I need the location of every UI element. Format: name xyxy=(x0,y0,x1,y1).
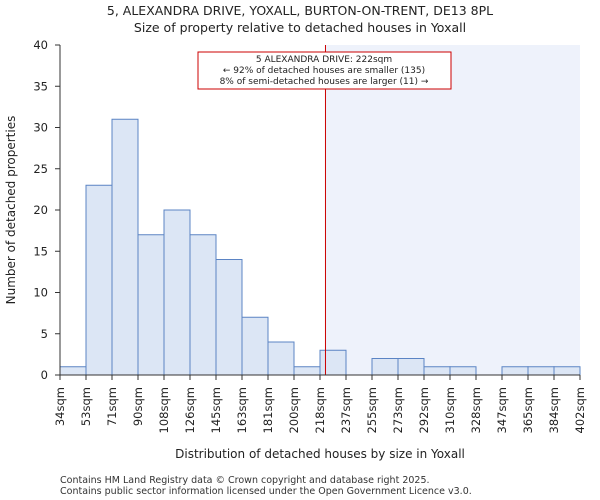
x-tick-label: 328sqm xyxy=(469,387,483,433)
y-tick-label: 20 xyxy=(33,203,48,217)
chart-subtitle: Size of property relative to detached ho… xyxy=(134,20,466,35)
bar xyxy=(163,209,191,376)
bar xyxy=(241,316,269,376)
bar xyxy=(111,118,139,376)
x-tick-label: 255sqm xyxy=(365,387,379,433)
bar xyxy=(319,349,347,376)
x-tick-label: 292sqm xyxy=(417,387,431,433)
x-tick-label: 145sqm xyxy=(209,387,223,433)
x-tick-label: 237sqm xyxy=(339,387,353,433)
x-tick-label: 273sqm xyxy=(391,387,405,433)
annotation-rect xyxy=(197,51,452,90)
x-tick-label: 163sqm xyxy=(235,387,249,433)
x-tick-label: 347sqm xyxy=(495,387,509,433)
y-tick-label: 15 xyxy=(33,244,48,258)
bar xyxy=(553,366,581,376)
plot-area: 0 5 10 15 20 25 30 35 40 34sqm 53sqm 71sqm 90sqm 108s… xyxy=(33,38,587,433)
y-tick-label: 10 xyxy=(33,286,48,300)
x-tick-label: 218sqm xyxy=(313,387,327,433)
x-tick-label: 384sqm xyxy=(547,387,561,433)
annotation-box: 5 ALEXANDRA DRIVE: 222sqm ← 92% of detac… xyxy=(197,51,452,90)
footer-line-2: Contains public sector information licen… xyxy=(60,486,472,497)
bar xyxy=(397,358,425,376)
footer-line-1: Contains HM Land Registry data © Crown c… xyxy=(60,475,430,486)
bar xyxy=(85,184,113,376)
x-tick-label: 53sqm xyxy=(79,387,93,426)
x-tick-label: 126sqm xyxy=(183,387,197,433)
x-tick-label: 108sqm xyxy=(157,387,171,433)
x-tick-label: 365sqm xyxy=(521,387,535,433)
y-tick-label: 5 xyxy=(41,327,48,341)
bar xyxy=(527,366,555,376)
annotation-line-3: 8% of semi-detached houses are larger (1… xyxy=(220,77,429,87)
x-tick-label: 90sqm xyxy=(131,387,145,426)
bar xyxy=(215,259,243,376)
bar xyxy=(59,366,87,376)
annotation-line-1: 5 ALEXANDRA DRIVE: 222sqm xyxy=(256,55,392,65)
bar xyxy=(189,234,217,376)
y-tick-label: 40 xyxy=(33,38,48,52)
x-axis-label: Distribution of detached houses by size … xyxy=(175,447,465,461)
y-tick-label: 35 xyxy=(33,79,48,93)
x-tick-label: 71sqm xyxy=(105,387,119,426)
chart-title: 5, ALEXANDRA DRIVE, YOXALL, BURTON-ON-TR… xyxy=(107,3,493,18)
bar xyxy=(293,366,321,376)
bar xyxy=(449,366,477,376)
x-tick-label: 200sqm xyxy=(287,387,301,433)
x-tick-label: 310sqm xyxy=(443,387,457,433)
bar xyxy=(423,366,451,376)
y-tick-label: 0 xyxy=(41,368,48,382)
y-tick-label: 25 xyxy=(33,162,48,176)
bar xyxy=(137,234,165,376)
annotation-line-2: ← 92% of detached houses are smaller (13… xyxy=(223,66,425,76)
bar xyxy=(267,341,295,376)
y-tick-label: 30 xyxy=(33,121,48,135)
bar xyxy=(371,358,399,376)
bar xyxy=(501,366,529,376)
y-axis-label: Number of detached properties xyxy=(4,116,18,305)
larger-region-shade xyxy=(325,45,580,375)
x-tick-label: 34sqm xyxy=(53,387,67,426)
x-tick-label: 181sqm xyxy=(261,387,275,433)
x-tick-label: 402sqm xyxy=(573,387,587,433)
